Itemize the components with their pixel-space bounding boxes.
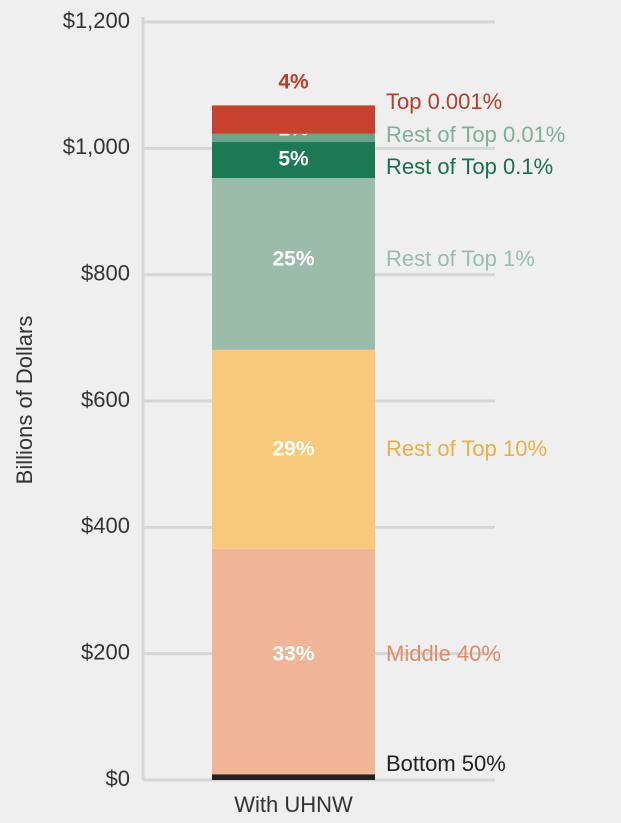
y-axis-title: Billions of Dollars xyxy=(12,316,37,485)
legend-label: Rest of Top 1% xyxy=(386,246,535,271)
segment-label: 33% xyxy=(272,643,314,666)
bar-segment xyxy=(212,178,375,350)
bar-segment xyxy=(212,349,375,549)
legend-label: Rest of Top 0.1% xyxy=(386,154,553,179)
y-tick-label: $400 xyxy=(81,513,130,538)
y-tick-label: $0 xyxy=(106,766,130,791)
legend-label: Middle 40% xyxy=(386,641,501,666)
legend-label: Rest of Top 10% xyxy=(386,436,547,461)
y-tick-label: $200 xyxy=(81,639,130,664)
segment-label: 25% xyxy=(272,248,314,271)
segment-label: 29% xyxy=(272,438,314,461)
x-tick-label: With UHNW xyxy=(234,792,353,817)
segment-label: 4% xyxy=(278,71,309,94)
bar-segment xyxy=(212,105,375,134)
bar-segment xyxy=(212,142,375,179)
y-tick-label: $1,200 xyxy=(63,8,130,33)
y-tick-label: $600 xyxy=(81,387,130,412)
bar-segment xyxy=(212,548,375,775)
segment-label: 5% xyxy=(278,148,309,171)
bar-segment xyxy=(212,133,375,143)
y-tick-label: $1,000 xyxy=(63,134,130,159)
legend-label: Bottom 50% xyxy=(386,751,506,776)
y-tick-label: $800 xyxy=(81,260,130,285)
bar-segment xyxy=(212,774,375,780)
legend-label: Top 0.001% xyxy=(386,89,502,114)
legend-label: Rest of Top 0.01% xyxy=(386,122,565,147)
